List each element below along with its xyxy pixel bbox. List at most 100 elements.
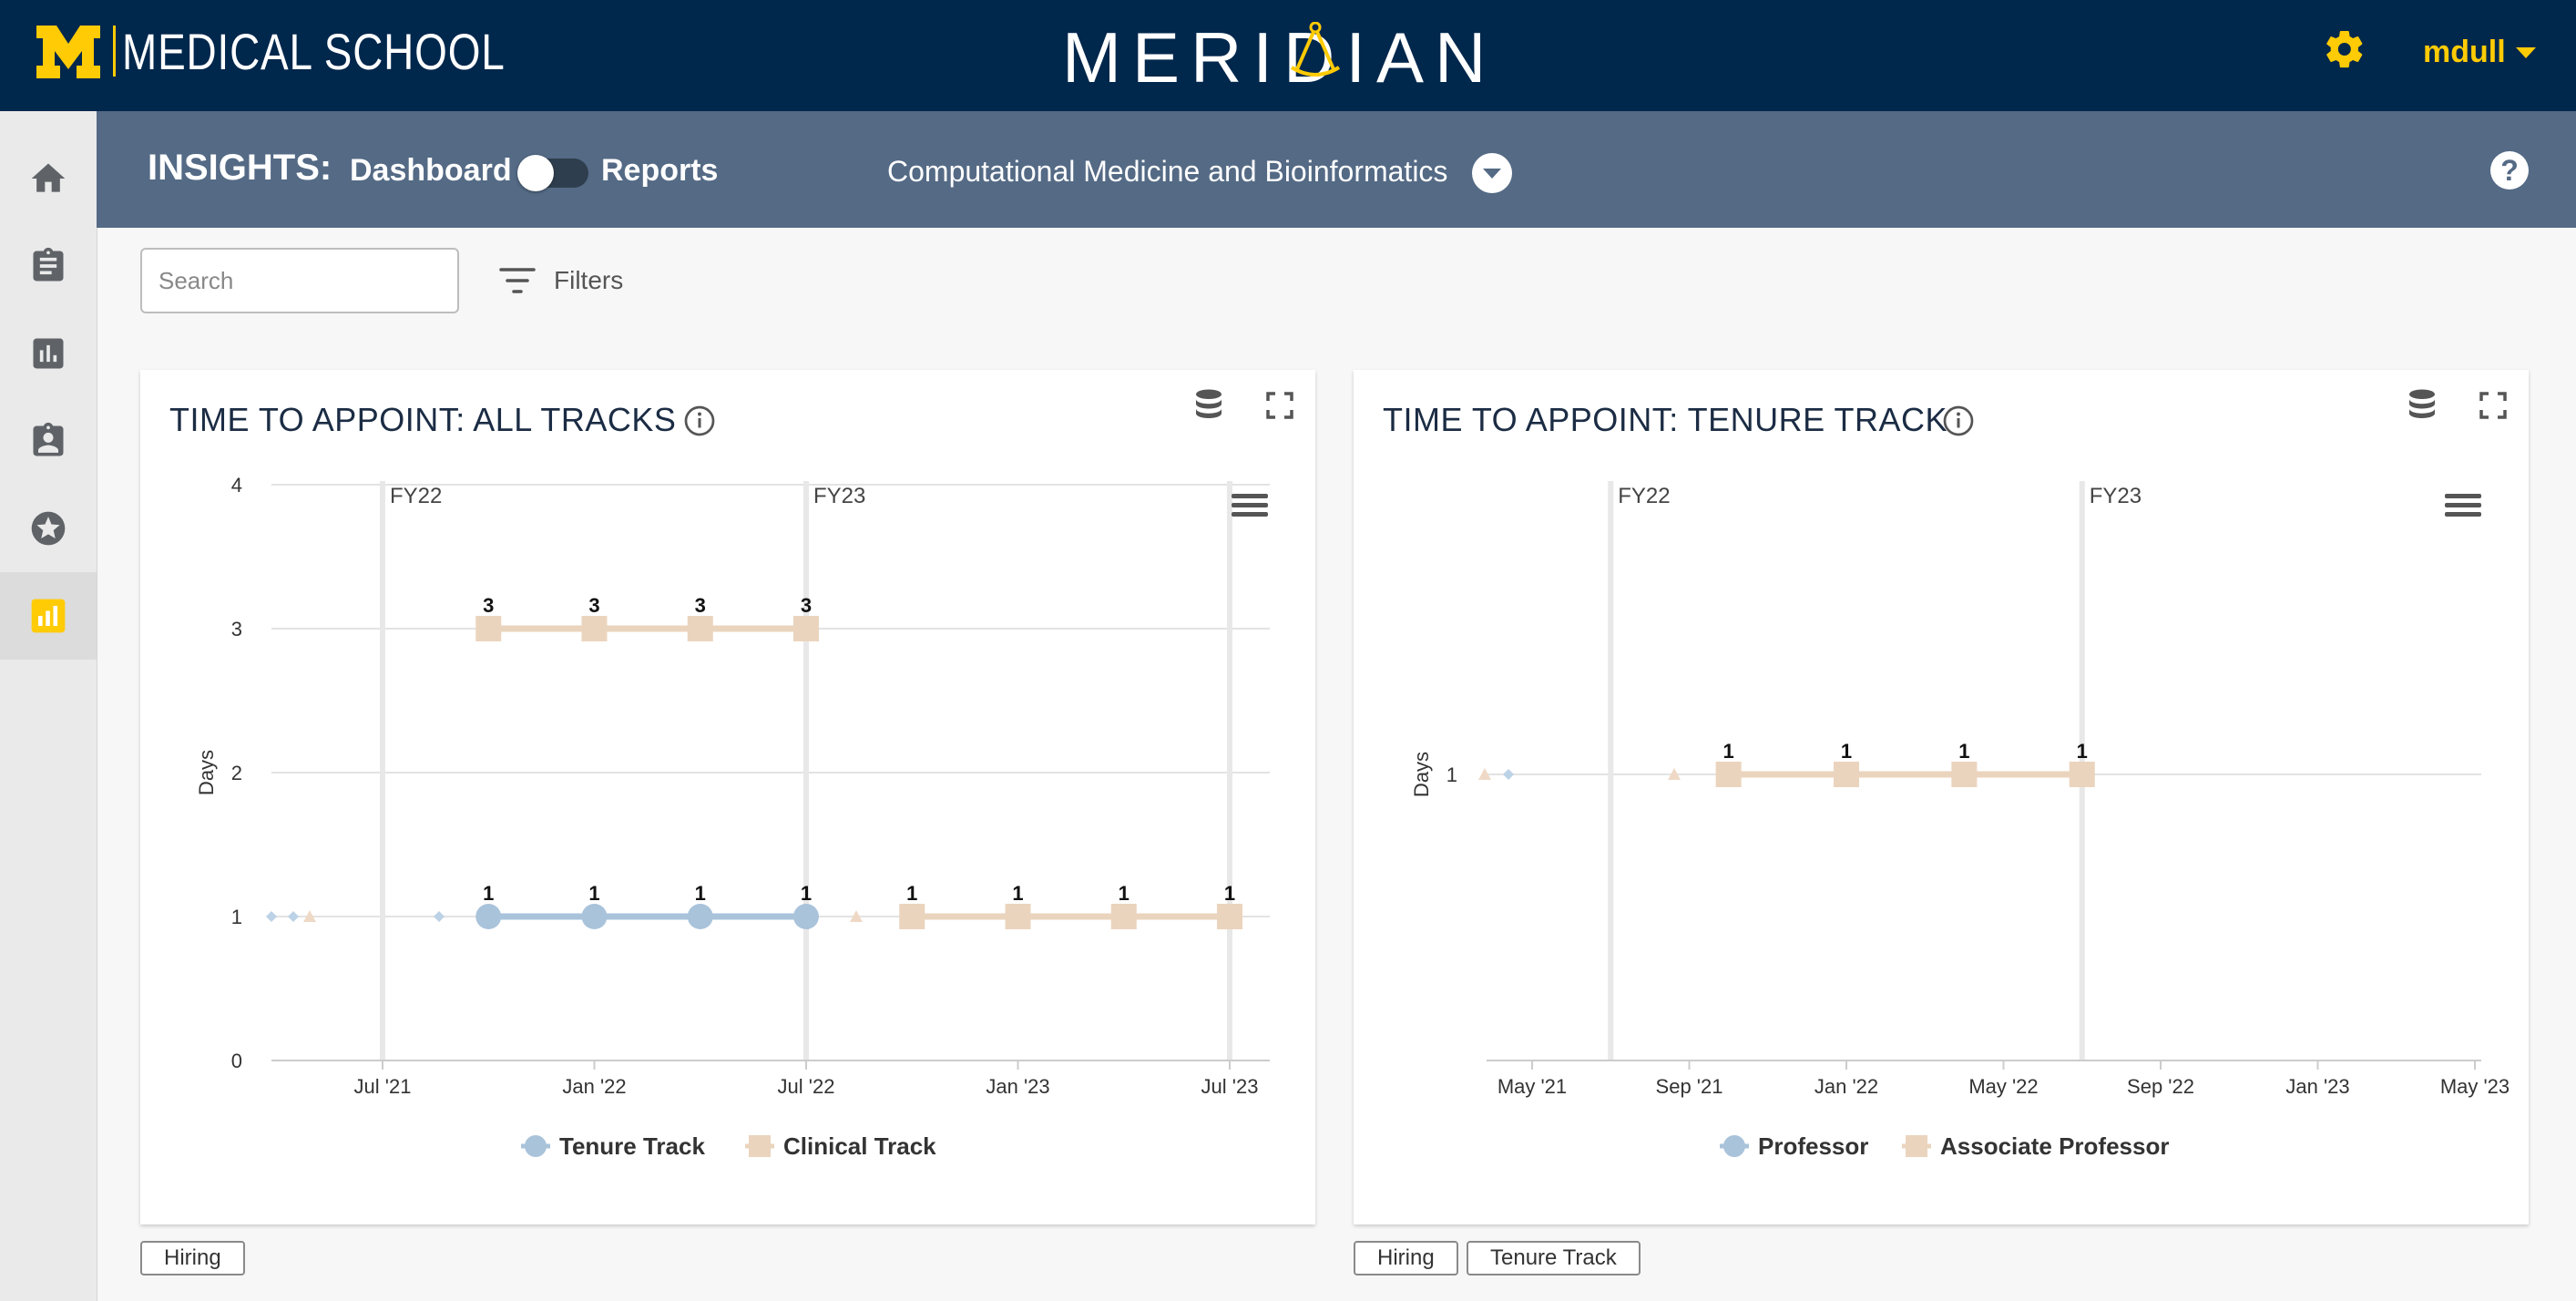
x-tick-label: Jan '22 — [1814, 1075, 1878, 1098]
data-point — [1478, 768, 1491, 780]
x-tick-label: Jul '22 — [778, 1075, 835, 1098]
data-label: 1 — [906, 882, 917, 905]
x-tick-label: May '22 — [1968, 1075, 2038, 1098]
data-label: 3 — [695, 594, 706, 617]
data-label: 1 — [1012, 882, 1023, 905]
university-logo-icon — [36, 26, 100, 78]
data-label: 1 — [695, 882, 706, 905]
data-point — [1668, 768, 1681, 780]
data-point — [1951, 762, 1978, 787]
view-toggle[interactable] — [517, 155, 588, 191]
legend-label: Associate Professor — [1940, 1132, 2169, 1160]
app-brand[interactable]: MERIDIAN — [1062, 17, 1498, 97]
legend-marker — [525, 1135, 547, 1157]
tag-hiring[interactable]: Hiring — [140, 1241, 245, 1275]
x-tick-label: May '21 — [1498, 1075, 1567, 1098]
x-tick-label: Jul '21 — [354, 1075, 412, 1098]
legend-marker — [1906, 1135, 1927, 1157]
sidebar-item-home[interactable] — [0, 135, 97, 222]
gear-icon[interactable] — [2323, 27, 2366, 71]
data-point — [687, 616, 713, 641]
database-icon[interactable] — [2403, 386, 2441, 425]
school-name: MEDICAL SCHOOL — [122, 23, 506, 80]
tag-hiring[interactable]: Hiring — [1354, 1241, 1458, 1275]
data-label: 1 — [1119, 882, 1130, 905]
y-tick-label: 1 — [1446, 763, 1457, 786]
data-point — [1005, 904, 1031, 929]
badge-icon — [33, 422, 64, 456]
data-label: 1 — [2077, 740, 2088, 763]
data-point — [288, 911, 299, 922]
department-selector[interactable]: Computational Medicine and Bioinformatic… — [887, 155, 1448, 188]
fiscal-year-label: FY22 — [1618, 484, 1670, 508]
data-point — [303, 910, 316, 922]
data-point — [899, 904, 925, 929]
expand-icon[interactable] — [1266, 392, 1293, 419]
insights-header: INSIGHTS: Dashboard Reports Computationa… — [97, 111, 2576, 228]
y-tick-label: 3 — [231, 618, 242, 640]
data-point — [1110, 904, 1137, 929]
data-label: 1 — [1958, 740, 1969, 763]
x-tick-label: May '23 — [2440, 1075, 2510, 1098]
sidebar-item-clipboard[interactable] — [0, 222, 97, 310]
help-icon[interactable]: ? — [2490, 151, 2529, 190]
chart-menu-icon-bar — [1232, 503, 1268, 507]
search-input[interactable] — [140, 248, 459, 313]
data-point — [475, 616, 502, 641]
filters-label[interactable]: Filters — [554, 266, 624, 294]
y-tick-label: 4 — [231, 474, 242, 497]
y-tick-label: 0 — [231, 1050, 242, 1072]
chart-tenure-track: 1 Days FY22 FY23 May '21 Sep '21 Jan '22 May '2… — [1410, 481, 2510, 1160]
insights-icon — [31, 599, 66, 633]
database-icon[interactable] — [1190, 386, 1228, 425]
insights-label: INSIGHTS: — [148, 148, 332, 188]
filters-button[interactable]: Filters — [499, 259, 623, 302]
expand-icon[interactable] — [2479, 392, 2507, 419]
sidebar-item-insights[interactable] — [0, 572, 97, 660]
data-point — [1217, 904, 1242, 929]
data-point — [793, 616, 819, 641]
star-icon — [31, 511, 66, 546]
bar-chart-icon — [33, 338, 64, 369]
dashboard-toggle-label[interactable]: Dashboard — [350, 153, 512, 188]
toggle-knob[interactable] — [517, 155, 554, 191]
reports-toggle-label[interactable]: Reports — [601, 153, 719, 188]
sidebar-item-reports[interactable] — [0, 310, 97, 397]
x-tick-label: Jan '23 — [986, 1075, 1049, 1098]
y-tick-label: 1 — [231, 906, 242, 928]
sidebar-item-people[interactable] — [0, 397, 97, 485]
data-point — [2069, 762, 2095, 787]
data-label: 1 — [1723, 740, 1734, 763]
data-label: 1 — [1841, 740, 1852, 763]
legend-label: Tenure Track — [559, 1132, 705, 1160]
legend-marker — [749, 1135, 771, 1157]
clipboard-icon — [33, 247, 64, 282]
chart-menu-icon-bar — [2445, 512, 2481, 517]
x-tick-label: Jan '23 — [2285, 1075, 2349, 1098]
x-tick-label: Jan '22 — [562, 1075, 626, 1098]
data-point — [581, 904, 608, 929]
data-point — [1503, 769, 1514, 780]
sidebar-item-favorites[interactable] — [0, 485, 97, 572]
home-icon — [31, 163, 66, 192]
info-icon[interactable] — [683, 405, 716, 437]
filter-icon — [499, 268, 536, 293]
fiscal-year-line — [1227, 481, 1232, 1060]
chart-title: TIME TO APPOINT: ALL TRACKS — [169, 401, 677, 438]
top-bar: MEDICAL SCHOOL MERIDIAN mdull — [0, 0, 2576, 111]
legend-label: Professor — [1758, 1132, 1868, 1160]
data-label: 1 — [1224, 882, 1235, 905]
y-axis-label: Days — [195, 750, 218, 795]
data-point — [687, 904, 713, 929]
data-label: 1 — [801, 882, 812, 905]
data-point — [1715, 762, 1742, 787]
user-menu[interactable]: mdull — [2423, 35, 2506, 69]
fiscal-year-line — [803, 481, 809, 1060]
chevron-down-icon[interactable] — [2516, 47, 2536, 58]
y-tick-label: 2 — [231, 762, 242, 784]
info-icon[interactable] — [1942, 405, 1975, 437]
chevron-down-icon[interactable] — [1472, 153, 1512, 193]
chart-menu-icon-bar — [1232, 512, 1268, 517]
tag-tenure-track[interactable]: Tenure Track — [1467, 1241, 1641, 1275]
data-label: 1 — [483, 882, 494, 905]
